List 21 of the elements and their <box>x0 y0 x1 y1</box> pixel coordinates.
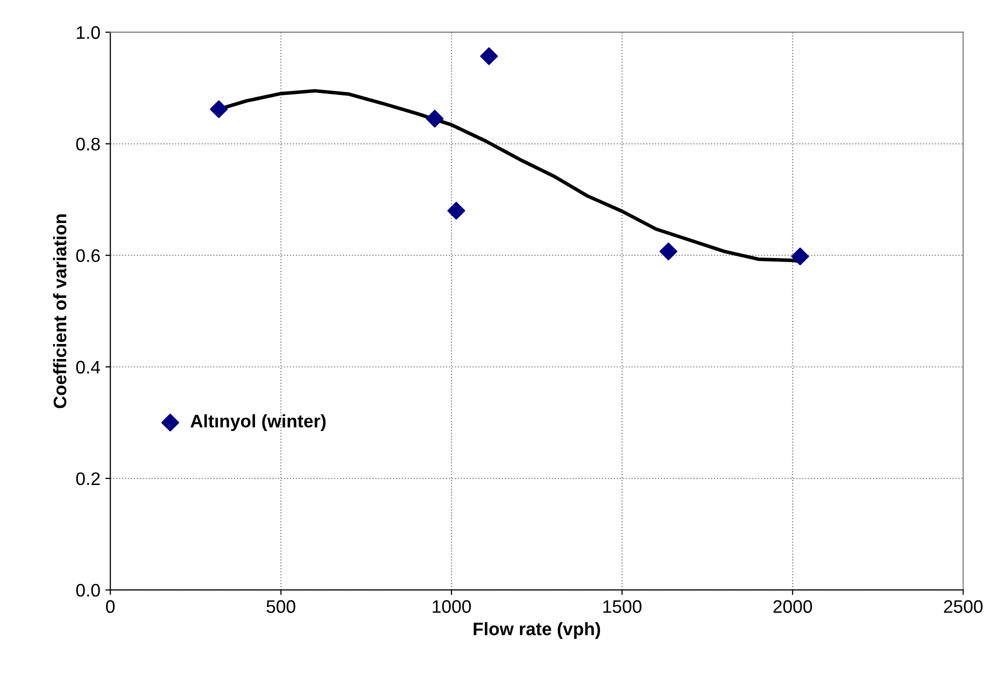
x-tick-label: 500 <box>266 600 296 613</box>
x-tick-label: 1500 <box>603 600 642 613</box>
point <box>210 100 228 118</box>
point <box>791 248 810 266</box>
point <box>426 110 444 128</box>
y-tick-label: 0.8 <box>76 138 100 151</box>
legend-label: Altınyol (winter) <box>190 414 326 432</box>
y-axis-title: Coefficient of variation <box>53 214 66 408</box>
y-tick-label: 0.4 <box>76 360 100 374</box>
x-tick-label: 1000 <box>432 600 471 613</box>
y-tick-label: 0.6 <box>76 249 100 262</box>
x-axis-title: Flow rate (vph) <box>474 622 600 639</box>
x-tick-label: 2500 <box>944 600 983 613</box>
point <box>447 202 466 220</box>
y-tick-label: 1.0 <box>76 26 100 39</box>
y-tick-label: 0.0 <box>76 584 100 597</box>
y-tick-label: 0.2 <box>76 472 100 486</box>
point <box>660 242 678 260</box>
point <box>480 47 498 66</box>
x-tick-label: 2000 <box>773 600 812 613</box>
x-tick-label: 0 <box>106 600 115 613</box>
